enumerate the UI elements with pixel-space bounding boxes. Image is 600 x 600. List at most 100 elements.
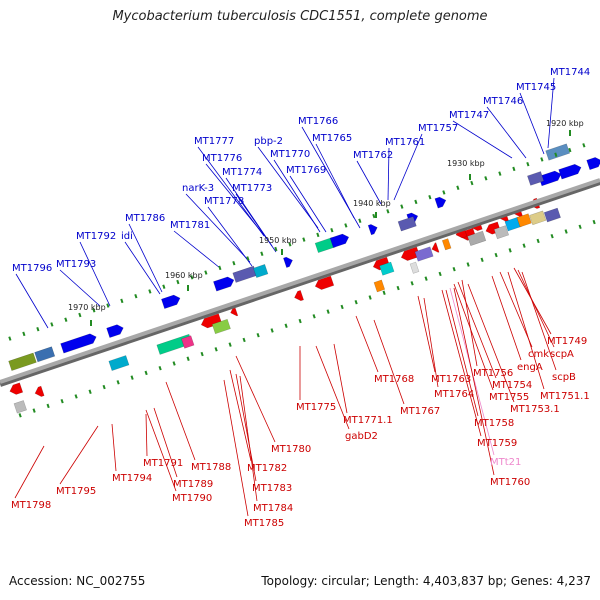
gene-feature bbox=[586, 157, 600, 171]
gene-label: MTt21 bbox=[490, 457, 521, 468]
track-dot bbox=[32, 408, 36, 413]
track-dot bbox=[484, 176, 488, 181]
gene-feature bbox=[9, 382, 24, 395]
track-dot bbox=[36, 326, 40, 332]
gene-feature bbox=[314, 237, 336, 253]
gene-label: MT1778 bbox=[204, 196, 244, 207]
gene-feature bbox=[8, 352, 37, 371]
genome-summary-text: Topology: circular; Length: 4,403,837 bp… bbox=[261, 574, 591, 588]
track-dot bbox=[246, 256, 250, 261]
gene-label: MT1781 bbox=[170, 220, 210, 231]
track-dot bbox=[158, 365, 162, 371]
track-dot bbox=[442, 190, 446, 195]
gene-label: MT1785 bbox=[244, 518, 284, 529]
gene-label: MT1792 bbox=[76, 231, 116, 242]
map-title: Mycobacterium tuberculosis CDC1551, comp… bbox=[112, 9, 488, 24]
track-dot bbox=[494, 252, 498, 258]
label-leader bbox=[393, 133, 423, 201]
gene-label: MT1763 bbox=[431, 374, 471, 385]
track-dot bbox=[536, 238, 540, 244]
track-dot bbox=[204, 270, 208, 275]
track-dot bbox=[508, 248, 512, 253]
gene-feature bbox=[294, 290, 304, 302]
label-leader bbox=[373, 319, 405, 405]
gene-label: MT1764 bbox=[434, 389, 474, 400]
gene-label: MT1791 bbox=[143, 458, 183, 469]
label-leader bbox=[445, 289, 479, 417]
track-dot bbox=[424, 276, 428, 281]
gene-label: MT1784 bbox=[253, 503, 293, 514]
label-leader bbox=[235, 193, 277, 253]
label-leader bbox=[519, 92, 545, 155]
gene-label: MT1774 bbox=[222, 167, 262, 178]
track-dot bbox=[284, 323, 288, 328]
track-dot bbox=[578, 224, 582, 230]
kbp-tick bbox=[375, 212, 377, 218]
label-leader bbox=[173, 230, 221, 269]
track-dot bbox=[102, 384, 106, 390]
gene-label: MT1780 bbox=[271, 444, 311, 455]
track-dot bbox=[386, 209, 390, 214]
gene-label: gabD2 bbox=[345, 431, 378, 442]
label-leader bbox=[333, 343, 348, 414]
gene-label: MT1771.1 bbox=[343, 415, 393, 426]
label-leader bbox=[14, 445, 45, 499]
label-leader bbox=[423, 297, 439, 388]
label-leader bbox=[235, 355, 276, 443]
track-dot bbox=[60, 398, 64, 404]
gene-label: MT1790 bbox=[172, 493, 212, 504]
label-leader bbox=[315, 345, 350, 430]
label-leader bbox=[289, 175, 327, 233]
kbp-tick bbox=[90, 320, 92, 326]
gene-feature bbox=[409, 261, 420, 274]
track-dot bbox=[302, 237, 306, 242]
gene-label: MT1756 bbox=[473, 368, 513, 379]
label-leader bbox=[457, 281, 497, 379]
track-dot bbox=[466, 262, 470, 267]
label-leader bbox=[486, 106, 527, 159]
kbp-label: 1970 kbp bbox=[68, 303, 106, 312]
gene-label: MT1789 bbox=[173, 479, 213, 490]
gene-label: MT1751.1 bbox=[540, 391, 590, 402]
gene-label: MT1794 bbox=[112, 473, 152, 484]
label-leader bbox=[356, 160, 382, 205]
track-dot bbox=[200, 351, 204, 357]
track-dot bbox=[46, 403, 50, 409]
label-leader bbox=[453, 283, 494, 391]
track-dot bbox=[8, 336, 12, 341]
label-leader bbox=[499, 271, 533, 348]
track-dot bbox=[522, 243, 526, 248]
gene-label: MT1773 bbox=[232, 183, 272, 194]
track-dot bbox=[554, 152, 558, 157]
gene-feature bbox=[253, 264, 269, 278]
kbp-ticks: 1920 kbp 1930 kbp 1940 kbp 1950 kbp 1960 kbp… bbox=[8, 119, 596, 418]
track-dot bbox=[480, 257, 484, 262]
track-dot bbox=[358, 218, 362, 223]
gene-feature bbox=[545, 143, 570, 161]
gene-feature bbox=[161, 294, 181, 309]
gene-feature bbox=[467, 230, 487, 247]
track-dot bbox=[134, 293, 138, 299]
track-dot bbox=[106, 303, 110, 308]
track-dot bbox=[130, 375, 134, 380]
track-dot bbox=[498, 171, 502, 176]
gene-label: MT1747 bbox=[449, 110, 489, 121]
gene-label: narK-3 bbox=[182, 183, 214, 194]
track-dot bbox=[312, 314, 316, 319]
track-dot bbox=[228, 342, 232, 347]
gene-label: MT1761 bbox=[385, 137, 425, 148]
track-dot bbox=[162, 284, 166, 289]
kbp-label: 1950 kbp bbox=[259, 236, 297, 245]
track-dot bbox=[18, 413, 22, 418]
gene-feature bbox=[414, 246, 434, 262]
track-dot bbox=[270, 328, 274, 333]
gene-feature bbox=[283, 256, 293, 268]
label-leader bbox=[153, 407, 178, 478]
gene-feature bbox=[13, 400, 27, 414]
gene-label: MT1749 bbox=[547, 336, 587, 347]
track-dot bbox=[260, 251, 264, 256]
gene-feature bbox=[213, 276, 235, 292]
gene-feature bbox=[106, 324, 124, 338]
label-leader bbox=[165, 381, 196, 461]
